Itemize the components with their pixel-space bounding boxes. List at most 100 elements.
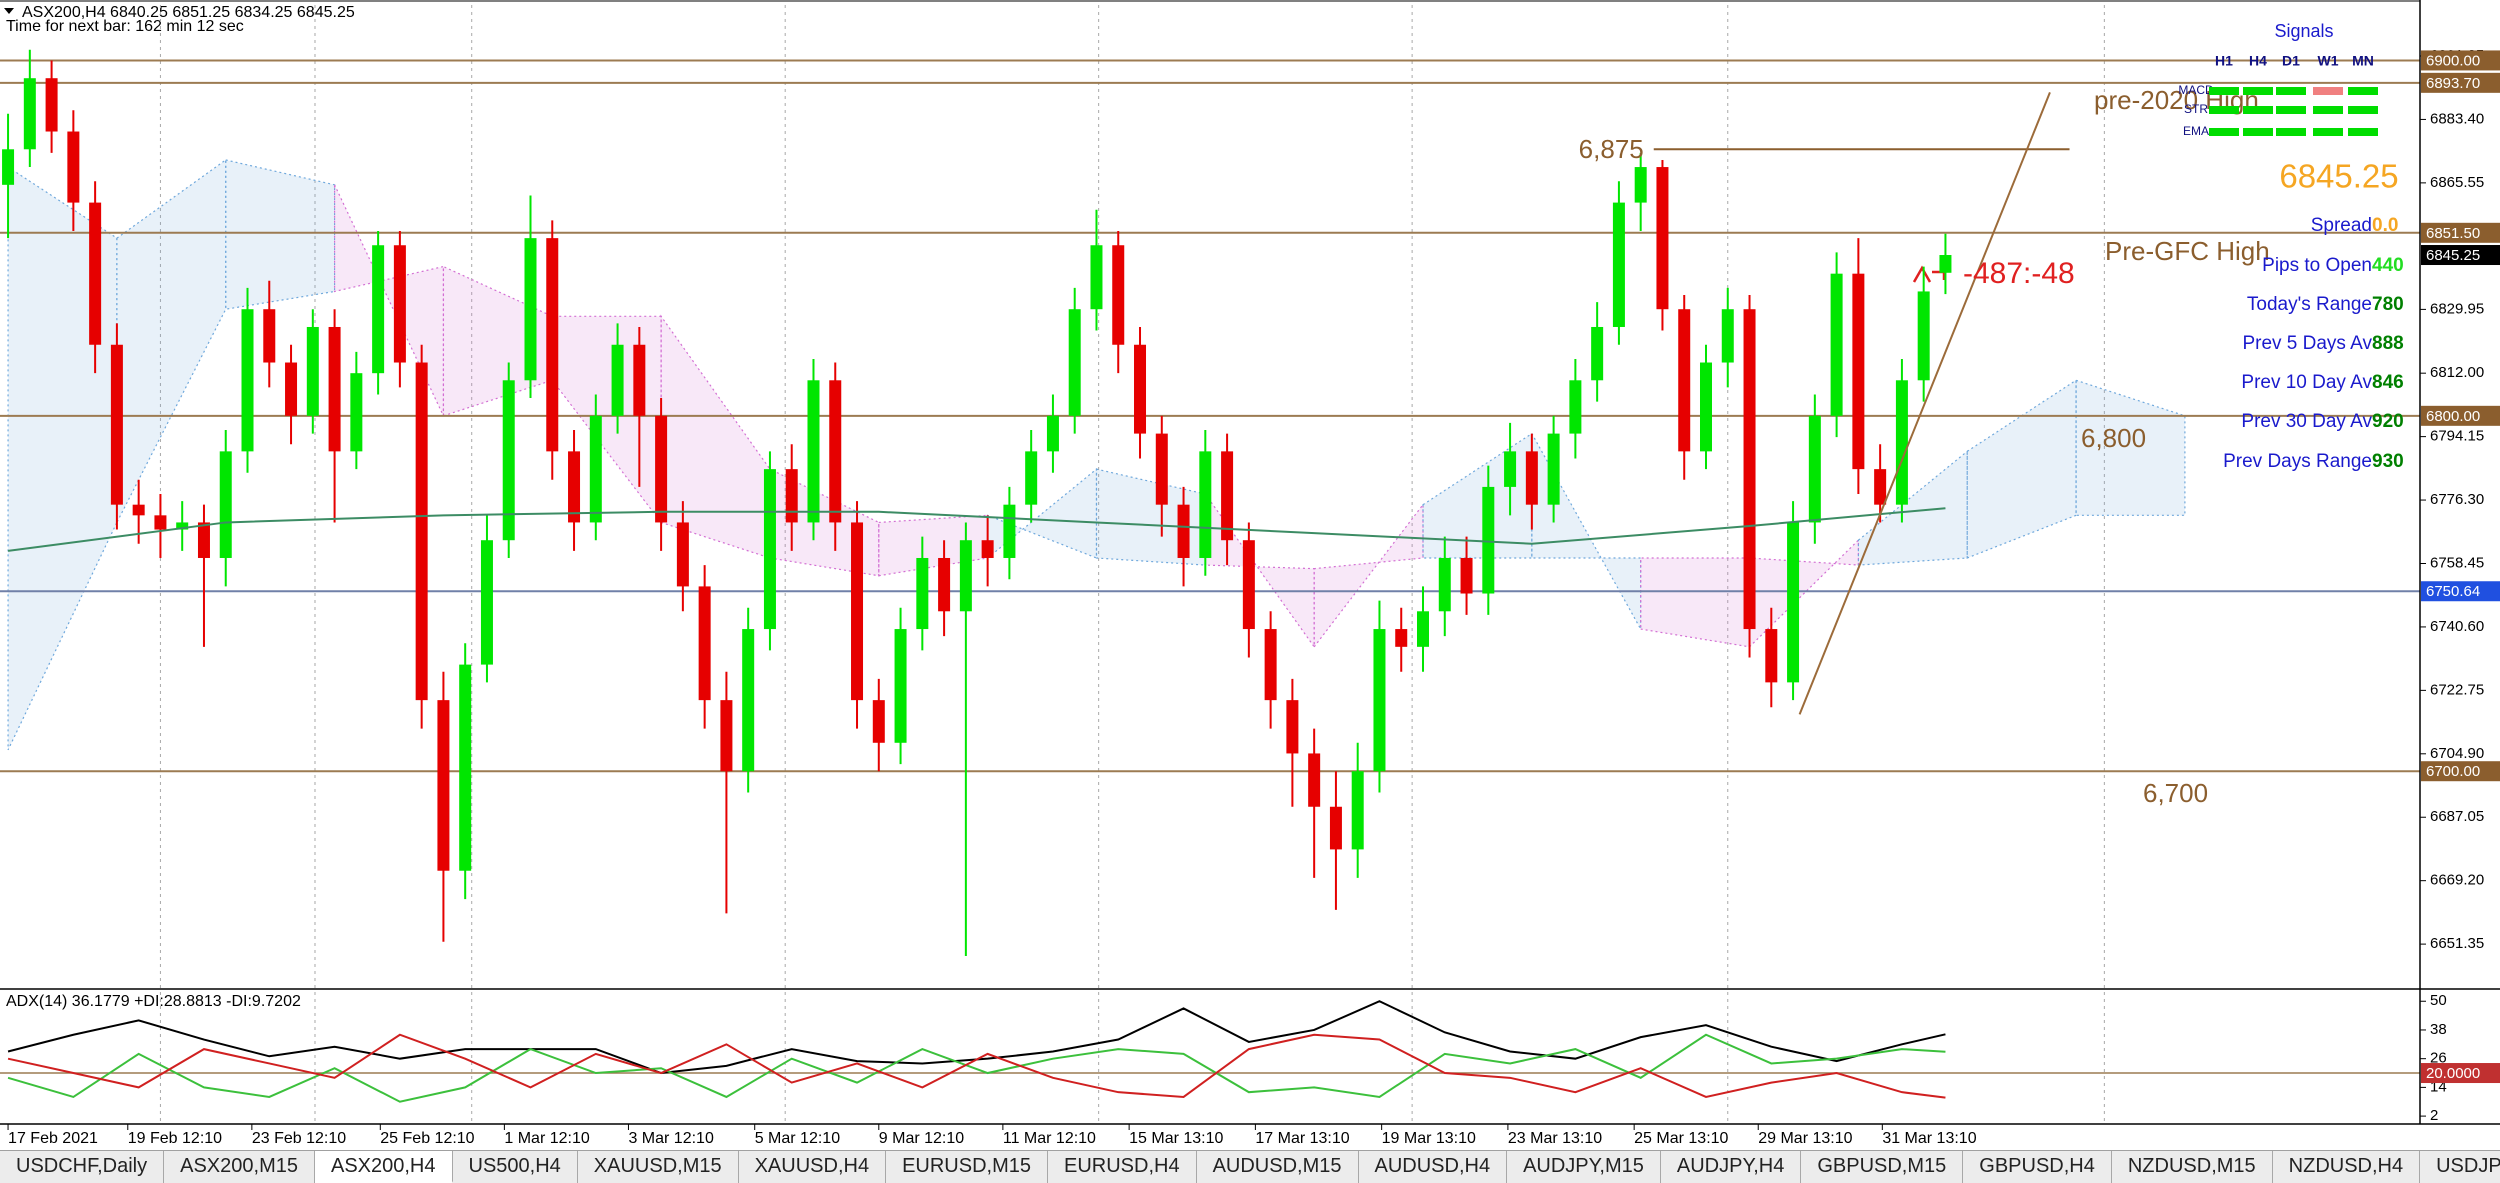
signal-cell [2243, 87, 2273, 95]
level-label-box [2421, 50, 2500, 71]
candle-body [742, 629, 755, 772]
adx-title: ADX(14) 36.1779 +DI:28.8813 -DI:9.7202 [6, 993, 301, 1010]
candle-body [1939, 255, 1952, 273]
symbol-tab[interactable]: USDCHF,Daily [0, 1151, 165, 1183]
tab-bar: USDCHF,Daily ASX200,M15 ASX200,H4 US500,H4 X… [0, 1150, 2500, 1183]
candle-body [829, 380, 842, 523]
x-tick-label: 5 Mar 12:10 [755, 1130, 840, 1147]
symbol-tab[interactable]: AUDUSD,M15 [1196, 1151, 1359, 1183]
stat-label: Prev 10 Day Av [2241, 372, 2372, 393]
symbol-tab[interactable]: NZDUSD,H4 [2272, 1151, 2421, 1183]
candle-body [633, 344, 646, 416]
symbol-tab[interactable]: USDJPY,M15 [2420, 1151, 2500, 1183]
candle-body [938, 557, 951, 612]
candle-body [23, 78, 36, 150]
level-label: 6900.00 [2426, 52, 2480, 69]
candle-body [1656, 167, 1669, 310]
x-tick-label: 15 Mar 13:10 [1129, 1130, 1223, 1147]
level-label: 6845.25 [2426, 247, 2480, 264]
annotation: Pre-GFC High [2105, 236, 2270, 266]
stat-value: 780 [2372, 294, 2404, 315]
symbol-tab[interactable]: ASX200,H4 [314, 1151, 453, 1183]
candle-body [1743, 309, 1756, 630]
y-tick-label: 6704.90 [2430, 745, 2484, 762]
candle-body [1112, 245, 1125, 345]
candle-body [306, 326, 319, 416]
symbol-tab[interactable]: GBPUSD,H4 [1963, 1151, 2112, 1183]
candle-body [241, 309, 254, 452]
signal-cell [2348, 87, 2378, 95]
y-tick-label: 6794.15 [2430, 428, 2484, 445]
candle-body [2, 149, 15, 185]
candle-body [1003, 504, 1016, 558]
candle-body [698, 586, 711, 701]
candle-body [1765, 629, 1778, 683]
signal-cell [2276, 128, 2306, 136]
symbol-tab[interactable]: AUDJPY,H4 [1660, 1151, 1802, 1183]
y-tick-label: 6669.20 [2430, 872, 2484, 889]
signals-column: W1 [2318, 53, 2339, 69]
cloud-segment [660, 314, 771, 559]
cloud-segment [1966, 379, 2077, 559]
stat-value: 888 [2372, 333, 2404, 354]
candle-body [1634, 167, 1647, 203]
candle-body [959, 540, 972, 612]
candle-body [676, 522, 689, 587]
candle-body [1547, 433, 1560, 505]
candle-body [285, 362, 298, 416]
symbol-tab[interactable]: EURUSD,M15 [886, 1151, 1048, 1183]
terminal-chart: ASX200,H4 6840.25 6851.25 6834.25 6845.2… [0, 0, 2500, 1148]
level-label: 6700.00 [2426, 763, 2480, 780]
candle-body [1895, 380, 1908, 505]
candle-body [1438, 557, 1451, 612]
candle-body [1286, 700, 1299, 754]
level-label-box [2421, 222, 2500, 243]
annotation: -487:-48 [1963, 257, 2075, 290]
symbol-tab[interactable]: AUDUSD,H4 [1358, 1151, 1508, 1183]
symbol-tab[interactable]: ASX200,M15 [164, 1151, 315, 1183]
signal-cell [2276, 87, 2306, 95]
stat-label: Prev 30 Day Av [2241, 411, 2372, 432]
candle-body [480, 540, 493, 665]
candle-body [1199, 451, 1212, 558]
candle-body [1264, 629, 1277, 701]
signals-title: Signals [2274, 21, 2333, 41]
candle-body [763, 469, 776, 630]
chart-subtitle: Time for next bar: 162 min 12 sec [6, 18, 244, 35]
y-tick-label: 6687.05 [2430, 808, 2484, 825]
candle-body [1569, 380, 1582, 434]
level-label-box [2421, 581, 2500, 602]
candle-body [45, 78, 58, 132]
x-tick-label: 17 Mar 13:10 [1255, 1130, 1349, 1147]
candle-body [1417, 611, 1430, 647]
signals-row-label: STR [2184, 102, 2208, 116]
x-tick-label: 25 Feb 12:10 [380, 1130, 474, 1147]
candle-body [154, 515, 167, 530]
candle-body [1482, 486, 1495, 594]
cloud-segment [225, 159, 336, 310]
candle-body [785, 469, 798, 523]
moving-average [7, 507, 1946, 552]
symbol-tab[interactable]: EURUSD,H4 [1048, 1151, 1197, 1183]
symbol-tab[interactable]: US500,H4 [452, 1151, 578, 1183]
level-label-box [2421, 245, 2500, 266]
candle-body [176, 522, 189, 530]
symbol-tab[interactable]: AUDJPY,M15 [1507, 1151, 1661, 1183]
candle-body [372, 245, 385, 374]
symbol-tab[interactable]: GBPUSD,M15 [1801, 1151, 1964, 1183]
stat-value: 920 [2372, 411, 2404, 432]
symbol-tab[interactable]: NZDUSD,M15 [2111, 1151, 2273, 1183]
candle-body [1308, 753, 1321, 807]
symbol-tab[interactable]: XAUUSD,M15 [577, 1151, 739, 1183]
y-tick-label: 50 [2430, 992, 2447, 1009]
stat-value: 0.0 [2372, 215, 2398, 236]
candle-body [1046, 415, 1059, 452]
signals-row-label: EMA [2183, 124, 2209, 138]
candle-body [1068, 309, 1081, 416]
signals-column: H4 [2249, 53, 2267, 69]
symbol-tab[interactable]: XAUUSD,H4 [738, 1151, 887, 1183]
level-label: 6851.50 [2426, 225, 2480, 242]
stat-value: 846 [2372, 372, 2404, 393]
candle-body [1787, 522, 1800, 683]
